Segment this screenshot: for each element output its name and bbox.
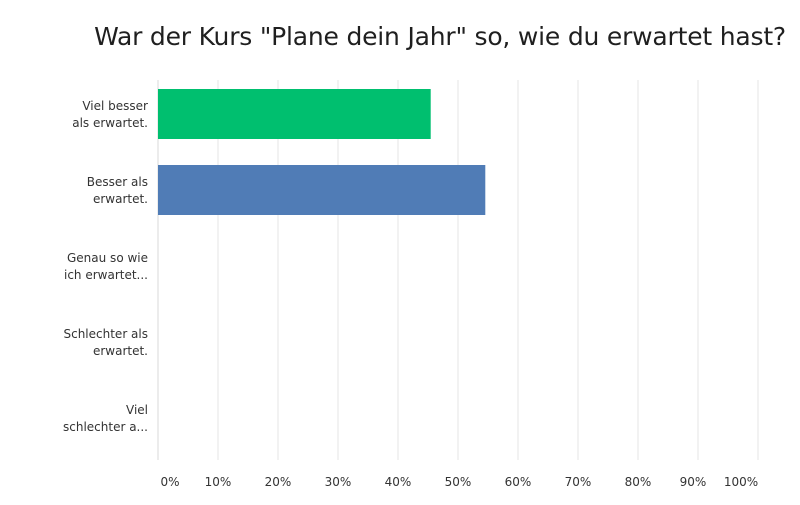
category-label-line: Besser als: [87, 175, 148, 189]
category-label-line: ich erwartet...: [64, 268, 148, 282]
category-label-4: Viel schlechter a...: [63, 403, 148, 434]
category-label-line: Schlechter als: [63, 327, 148, 341]
category-label-line: erwartet.: [93, 344, 148, 358]
category-label-2: Genau so wie ich erwartet...: [64, 251, 148, 282]
x-tick-label-5: 50%: [445, 475, 472, 489]
category-label-line: Viel besser: [82, 99, 148, 113]
category-label-1: Besser als erwartet.: [87, 175, 148, 206]
x-tick-label-1: 10%: [205, 475, 232, 489]
category-label-line: schlechter a...: [63, 420, 148, 434]
x-tick-label-3: 30%: [325, 475, 352, 489]
x-tick-label-8: 80%: [625, 475, 652, 489]
x-tick-label-6: 60%: [505, 475, 532, 489]
x-tick-label-4: 40%: [385, 475, 412, 489]
bar-0: [158, 89, 431, 139]
x-tick-label-7: 70%: [565, 475, 592, 489]
category-label-0: Viel besser als erwartet.: [72, 99, 148, 130]
category-label-line: erwartet.: [93, 192, 148, 206]
chart-title: War der Kurs "Plane dein Jahr" so, wie d…: [94, 22, 786, 51]
x-tick-label-2: 20%: [265, 475, 292, 489]
category-label-3: Schlechter als erwartet.: [63, 327, 148, 358]
x-tick-label-0: 0%: [160, 475, 179, 489]
x-tick-label-9: 90%: [680, 475, 707, 489]
x-tick-label-10: 100%: [724, 475, 758, 489]
category-label-line: Genau so wie: [67, 251, 148, 265]
category-label-line: als erwartet.: [72, 116, 148, 130]
category-label-line: Viel: [126, 403, 148, 417]
bar-1: [158, 165, 486, 215]
